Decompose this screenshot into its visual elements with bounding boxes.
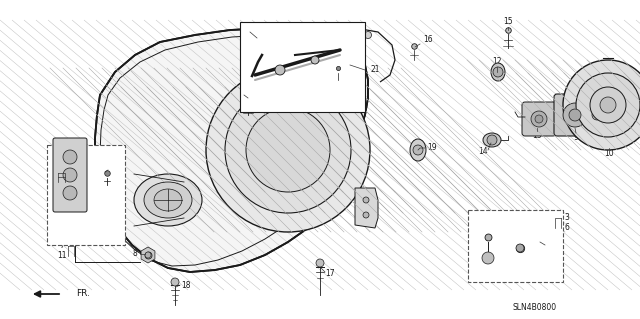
Text: 9: 9 <box>573 133 579 143</box>
FancyBboxPatch shape <box>522 102 556 136</box>
Text: 7: 7 <box>60 241 65 250</box>
Ellipse shape <box>410 139 426 161</box>
Circle shape <box>63 186 77 200</box>
Circle shape <box>413 145 423 155</box>
Text: 21: 21 <box>527 235 537 244</box>
Circle shape <box>590 87 626 123</box>
Circle shape <box>225 87 351 213</box>
Circle shape <box>563 60 640 150</box>
Text: SLN4B0800: SLN4B0800 <box>513 303 557 313</box>
Text: 14: 14 <box>478 147 488 157</box>
Text: 19: 19 <box>427 144 437 152</box>
Polygon shape <box>95 28 368 272</box>
Text: 12: 12 <box>492 57 502 66</box>
Circle shape <box>63 150 77 164</box>
Circle shape <box>365 32 371 39</box>
Bar <box>240 22 365 112</box>
Text: 3: 3 <box>564 213 570 222</box>
Text: 13: 13 <box>532 131 542 140</box>
Text: 4: 4 <box>241 34 246 43</box>
Circle shape <box>63 168 77 182</box>
Text: 17: 17 <box>325 269 335 278</box>
FancyBboxPatch shape <box>554 94 596 136</box>
Text: FR.: FR. <box>76 290 90 299</box>
Circle shape <box>600 97 616 113</box>
Text: 8: 8 <box>132 249 138 258</box>
Text: 21: 21 <box>371 65 380 75</box>
Circle shape <box>592 110 602 120</box>
Circle shape <box>171 278 179 286</box>
Circle shape <box>493 67 503 77</box>
Text: 1: 1 <box>242 26 246 34</box>
Circle shape <box>363 212 369 218</box>
Circle shape <box>535 115 543 123</box>
Text: 20: 20 <box>233 86 243 95</box>
Text: 2: 2 <box>50 168 54 177</box>
Circle shape <box>246 108 330 192</box>
Ellipse shape <box>134 174 202 226</box>
Circle shape <box>576 73 640 137</box>
Text: 6: 6 <box>564 224 570 233</box>
Circle shape <box>516 244 524 252</box>
Polygon shape <box>141 247 155 263</box>
Circle shape <box>145 252 151 258</box>
FancyBboxPatch shape <box>53 138 87 212</box>
Circle shape <box>206 68 370 232</box>
Text: 15: 15 <box>503 18 513 26</box>
Ellipse shape <box>491 63 505 81</box>
Text: 18: 18 <box>181 280 191 290</box>
Polygon shape <box>355 188 378 228</box>
Circle shape <box>336 38 344 46</box>
Bar <box>47 145 125 245</box>
Circle shape <box>275 65 285 75</box>
Circle shape <box>487 135 497 145</box>
Text: 5: 5 <box>49 177 54 187</box>
Text: 21: 21 <box>110 166 120 174</box>
Bar <box>468 210 563 282</box>
Ellipse shape <box>144 182 192 218</box>
Text: 11: 11 <box>57 251 67 261</box>
Text: 10: 10 <box>604 149 614 158</box>
Text: 16: 16 <box>423 35 433 44</box>
Circle shape <box>311 56 319 64</box>
Circle shape <box>363 197 369 203</box>
Ellipse shape <box>154 189 182 211</box>
Circle shape <box>531 111 547 127</box>
Circle shape <box>563 103 587 127</box>
Circle shape <box>569 109 581 121</box>
Ellipse shape <box>483 133 501 147</box>
Circle shape <box>482 252 494 264</box>
Circle shape <box>316 259 324 267</box>
